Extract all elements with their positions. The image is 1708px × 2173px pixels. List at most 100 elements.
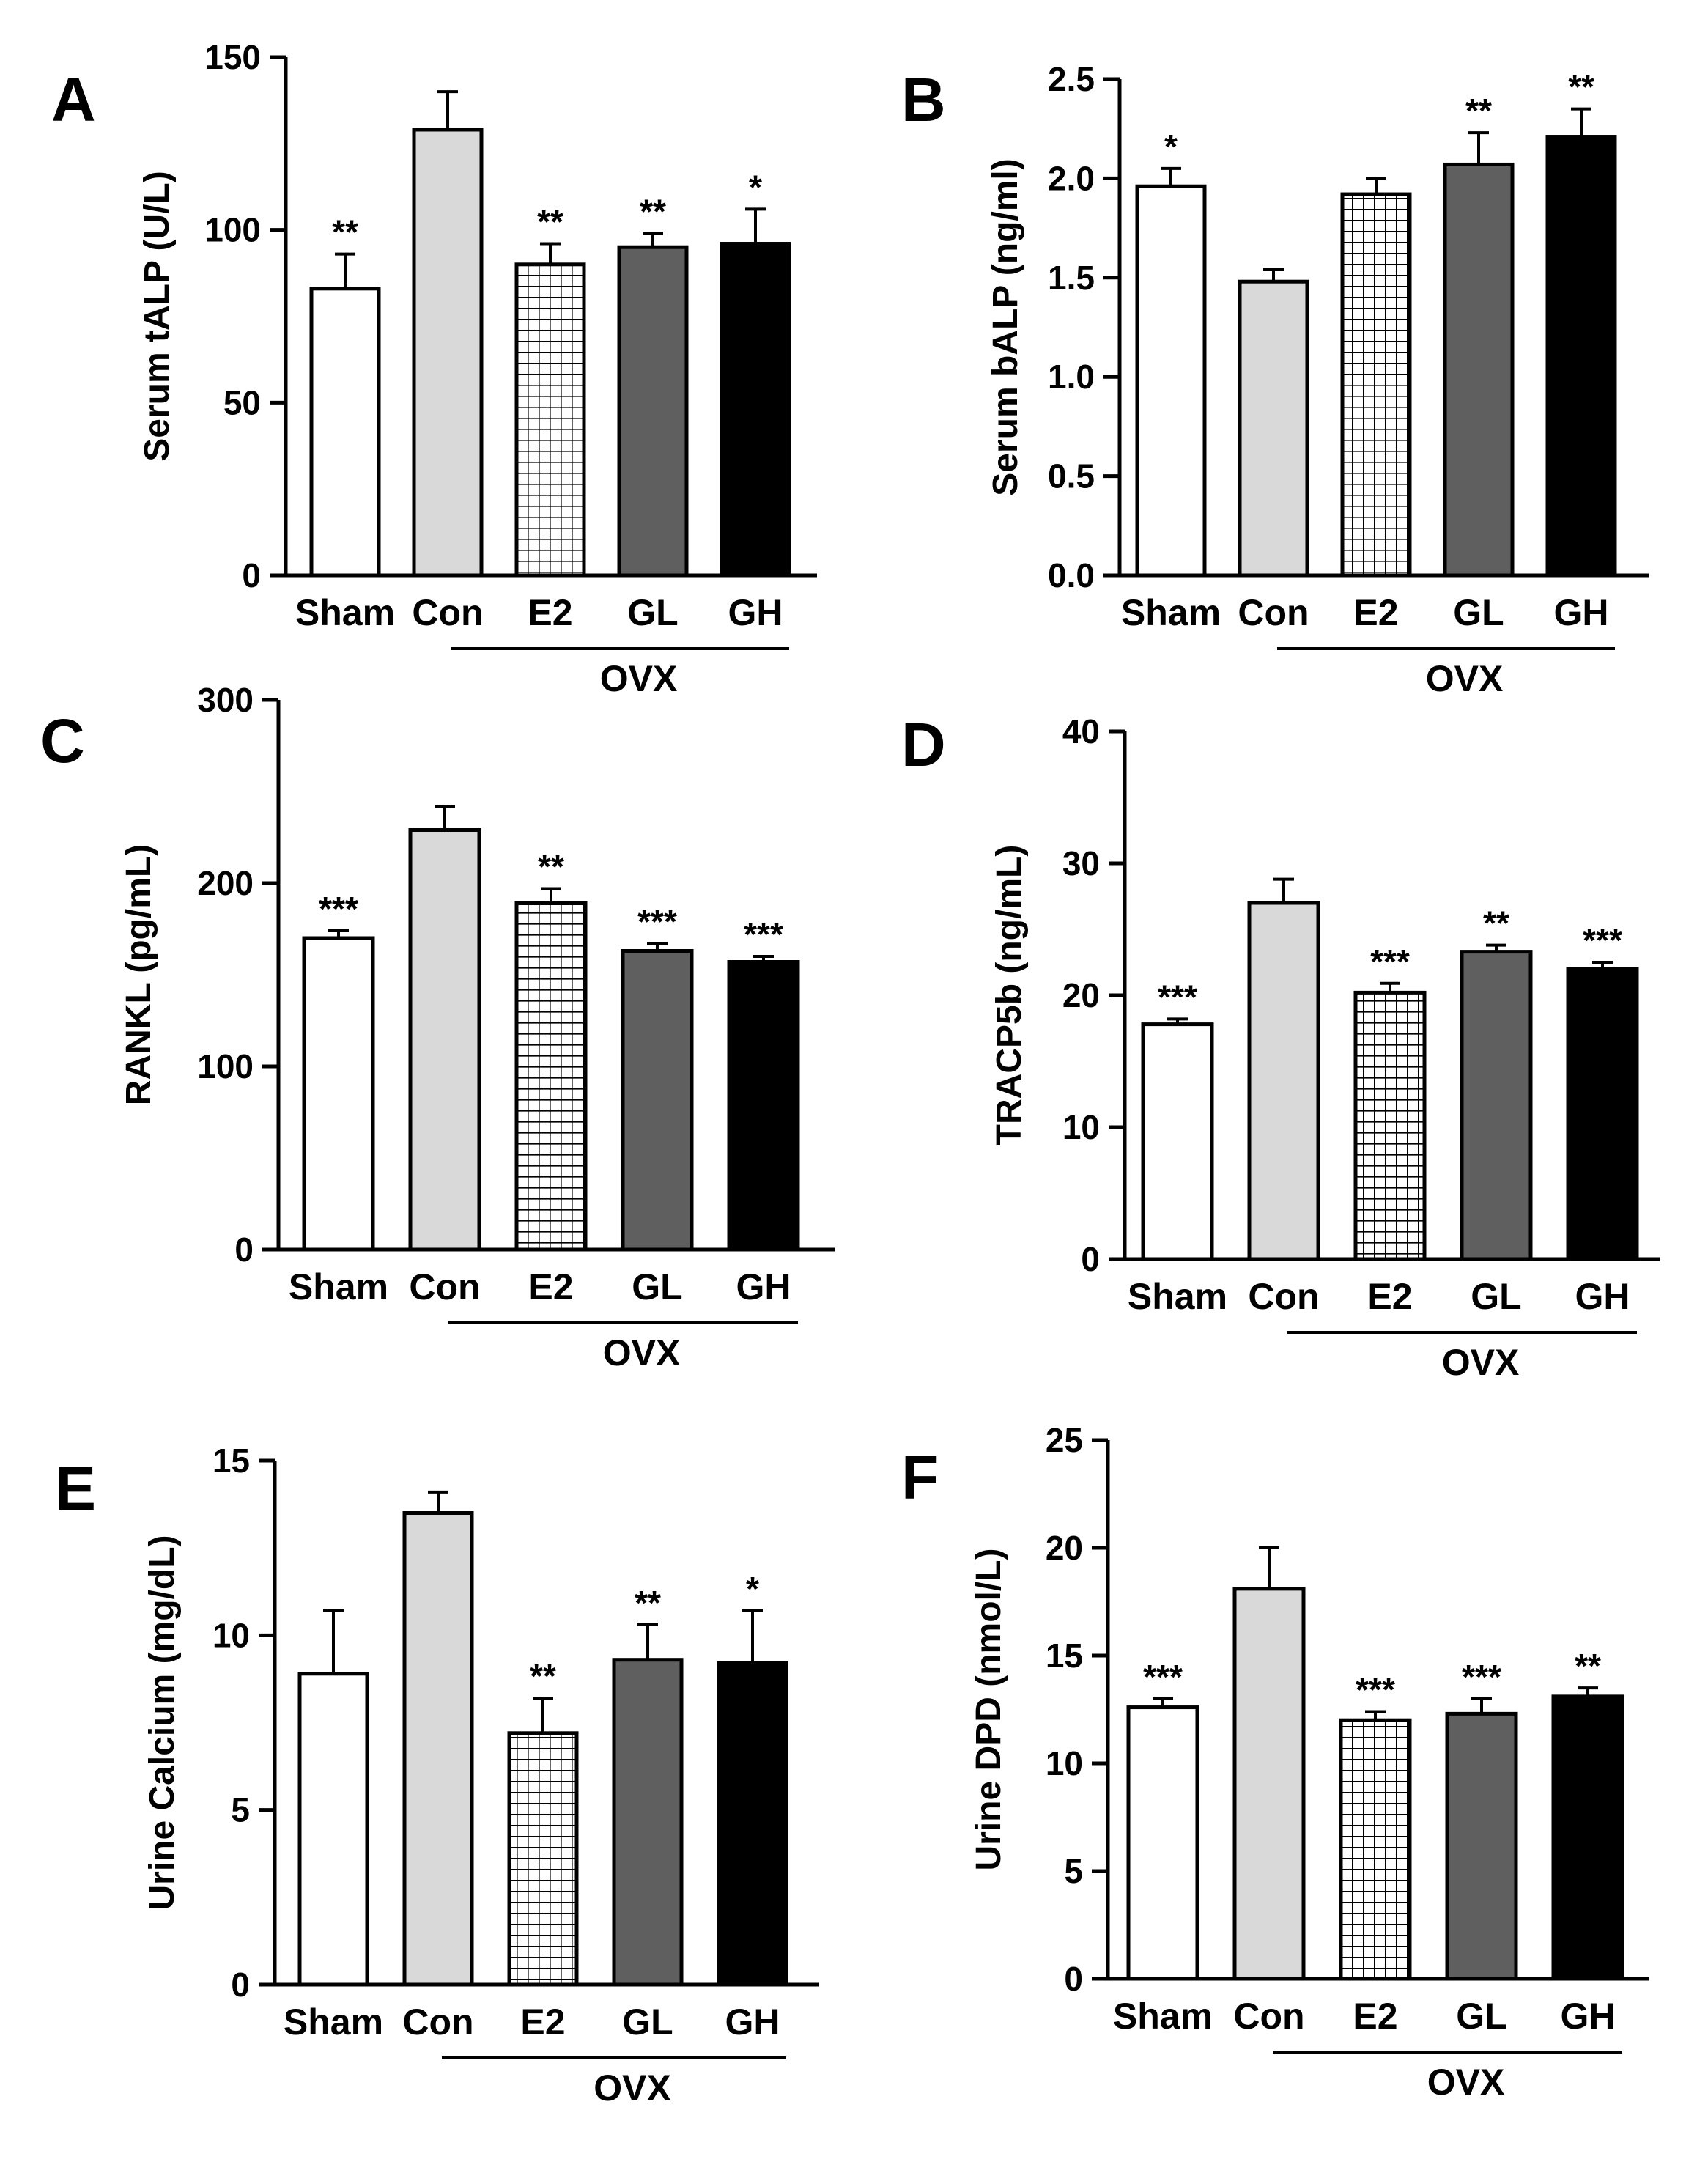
chart-panel-a: A 0 50 100 150 Serum tALP (U/L) ** Sham Con ** E2 *… [51,38,817,699]
bar-d-gh [1566,967,1639,1261]
significance-label-e: ** [635,1584,661,1622]
bar-f-sham [1126,1705,1199,1981]
significance-label-e: ** [530,1657,556,1695]
bar-d-con [1247,901,1320,1261]
panel-letter-b: B [901,65,946,134]
category-label-d: Sham [1128,1276,1227,1317]
category-label-a: GL [627,592,678,633]
significance-label-f: *** [1356,1670,1395,1708]
y-tick-label-b: 1.0 [1048,358,1095,396]
bar-e-e2 [507,1731,579,1987]
y-tick-label-e: 10 [212,1616,250,1654]
panel-letter-c: C [40,706,85,775]
bar-d-gl [1460,950,1533,1261]
bar-e-gh [717,1661,788,1987]
category-label-b: GL [1453,592,1504,633]
bar-a-con [412,128,484,578]
significance-label-d: ** [1483,904,1509,942]
y-axis-label-f: Urine DPD (nmol/L) [969,1549,1008,1871]
category-label-b: Sham [1121,592,1221,633]
y-tick-label-a: 0 [242,556,261,594]
y-tick-label-f: 15 [1046,1637,1083,1675]
category-label-f: E2 [1353,1996,1397,2037]
group-label-f: OVX [1427,2062,1505,2103]
significance-label-d: *** [1583,921,1622,959]
bar-e-sham [297,1672,369,1987]
y-tick-label-c: 300 [197,681,254,719]
category-label-e: Con [402,2002,473,2043]
y-tick-label-a: 150 [204,38,261,76]
significance-label-a: * [749,168,762,206]
y-axis-label-a: Serum tALP (U/L) [138,171,177,461]
y-tick-label-d: 40 [1062,712,1100,750]
category-label-f: GL [1456,1996,1506,2037]
panel-letter-e: E [55,1454,96,1523]
y-tick-label-b: 2.5 [1048,60,1095,98]
category-label-e: GL [622,2002,673,2043]
y-tick-label-e: 0 [231,1966,250,2004]
group-label-a: OVX [600,658,678,699]
category-label-f: Sham [1113,1996,1213,2037]
category-label-c: E2 [528,1266,573,1307]
significance-label-a: ** [537,203,563,241]
significance-label-d: *** [1158,978,1197,1016]
y-axis-label-e: Urine Calcium (mg/dL) [143,1535,182,1910]
significance-label-e: * [746,1570,759,1608]
bar-f-e2 [1339,1718,1412,1981]
bar-b-gh [1545,135,1617,578]
panel-letter-f: F [901,1443,939,1512]
y-tick-label-b: 2.0 [1048,159,1095,197]
panel-letter-d: D [901,710,946,779]
y-tick-label-f: 5 [1064,1852,1083,1890]
category-label-f: Con [1233,1996,1304,2037]
category-label-c: Con [409,1266,480,1307]
significance-label-c: ** [538,848,564,886]
category-label-e: E2 [520,2002,565,2043]
category-label-b: GH [1554,592,1609,633]
category-label-d: Con [1248,1276,1319,1317]
category-label-a: Con [412,592,483,633]
y-tick-label-a: 50 [223,383,261,421]
bar-e-con [402,1511,474,1987]
category-label-a: E2 [528,592,572,633]
category-label-d: GH [1575,1276,1630,1317]
y-tick-label-f: 20 [1046,1529,1083,1567]
category-label-c: GL [632,1266,682,1307]
bar-c-con [408,828,481,1252]
significance-label-f: *** [1143,1658,1183,1696]
category-label-b: E2 [1353,592,1398,633]
chart-panel-c: C 0 100 200 300 RANKL (pg/mL) *** Sham Con ** E2 **… [40,681,835,1373]
y-tick-label-c: 0 [234,1231,254,1269]
y-tick-label-e: 15 [212,1442,250,1480]
bar-b-con [1238,279,1309,578]
significance-label-c: *** [637,903,677,941]
y-tick-label-e: 5 [231,1791,250,1829]
y-tick-label-b: 1.5 [1048,259,1095,297]
significance-label-b: ** [1465,92,1492,130]
significance-label-a: ** [640,192,666,230]
bar-c-e2 [514,901,588,1252]
y-tick-label-c: 100 [197,1047,254,1085]
category-label-e: Sham [284,2002,383,2043]
bar-a-gh [720,242,791,578]
y-tick-label-a: 100 [204,211,261,249]
bar-a-e2 [514,262,586,578]
y-axis-label-d: TRACP5b (ng/mL) [990,845,1029,1146]
group-label-e: OVX [594,2067,671,2109]
bar-f-gh [1551,1694,1624,1981]
group-label-d: OVX [1442,1342,1520,1383]
category-label-a: GH [728,592,783,633]
bar-c-gh [727,960,800,1252]
significance-label-b: ** [1568,68,1594,106]
significance-label-b: * [1164,128,1178,166]
y-axis-label-b: Serum bALP (ng/ml) [986,158,1025,495]
panel-letter-a: A [51,65,96,134]
bar-c-gl [621,949,694,1252]
significance-label-f: ** [1575,1647,1601,1685]
y-tick-label-d: 10 [1062,1108,1100,1146]
y-tick-label-c: 200 [197,864,254,902]
chart-panel-e: E 0 5 10 15 Urine Calcium (mg/dL) Sham Con ** E2 *… [55,1442,819,2109]
y-axis-label-c: RANKL (pg/mL) [119,844,158,1105]
category-label-c: GH [736,1266,791,1307]
